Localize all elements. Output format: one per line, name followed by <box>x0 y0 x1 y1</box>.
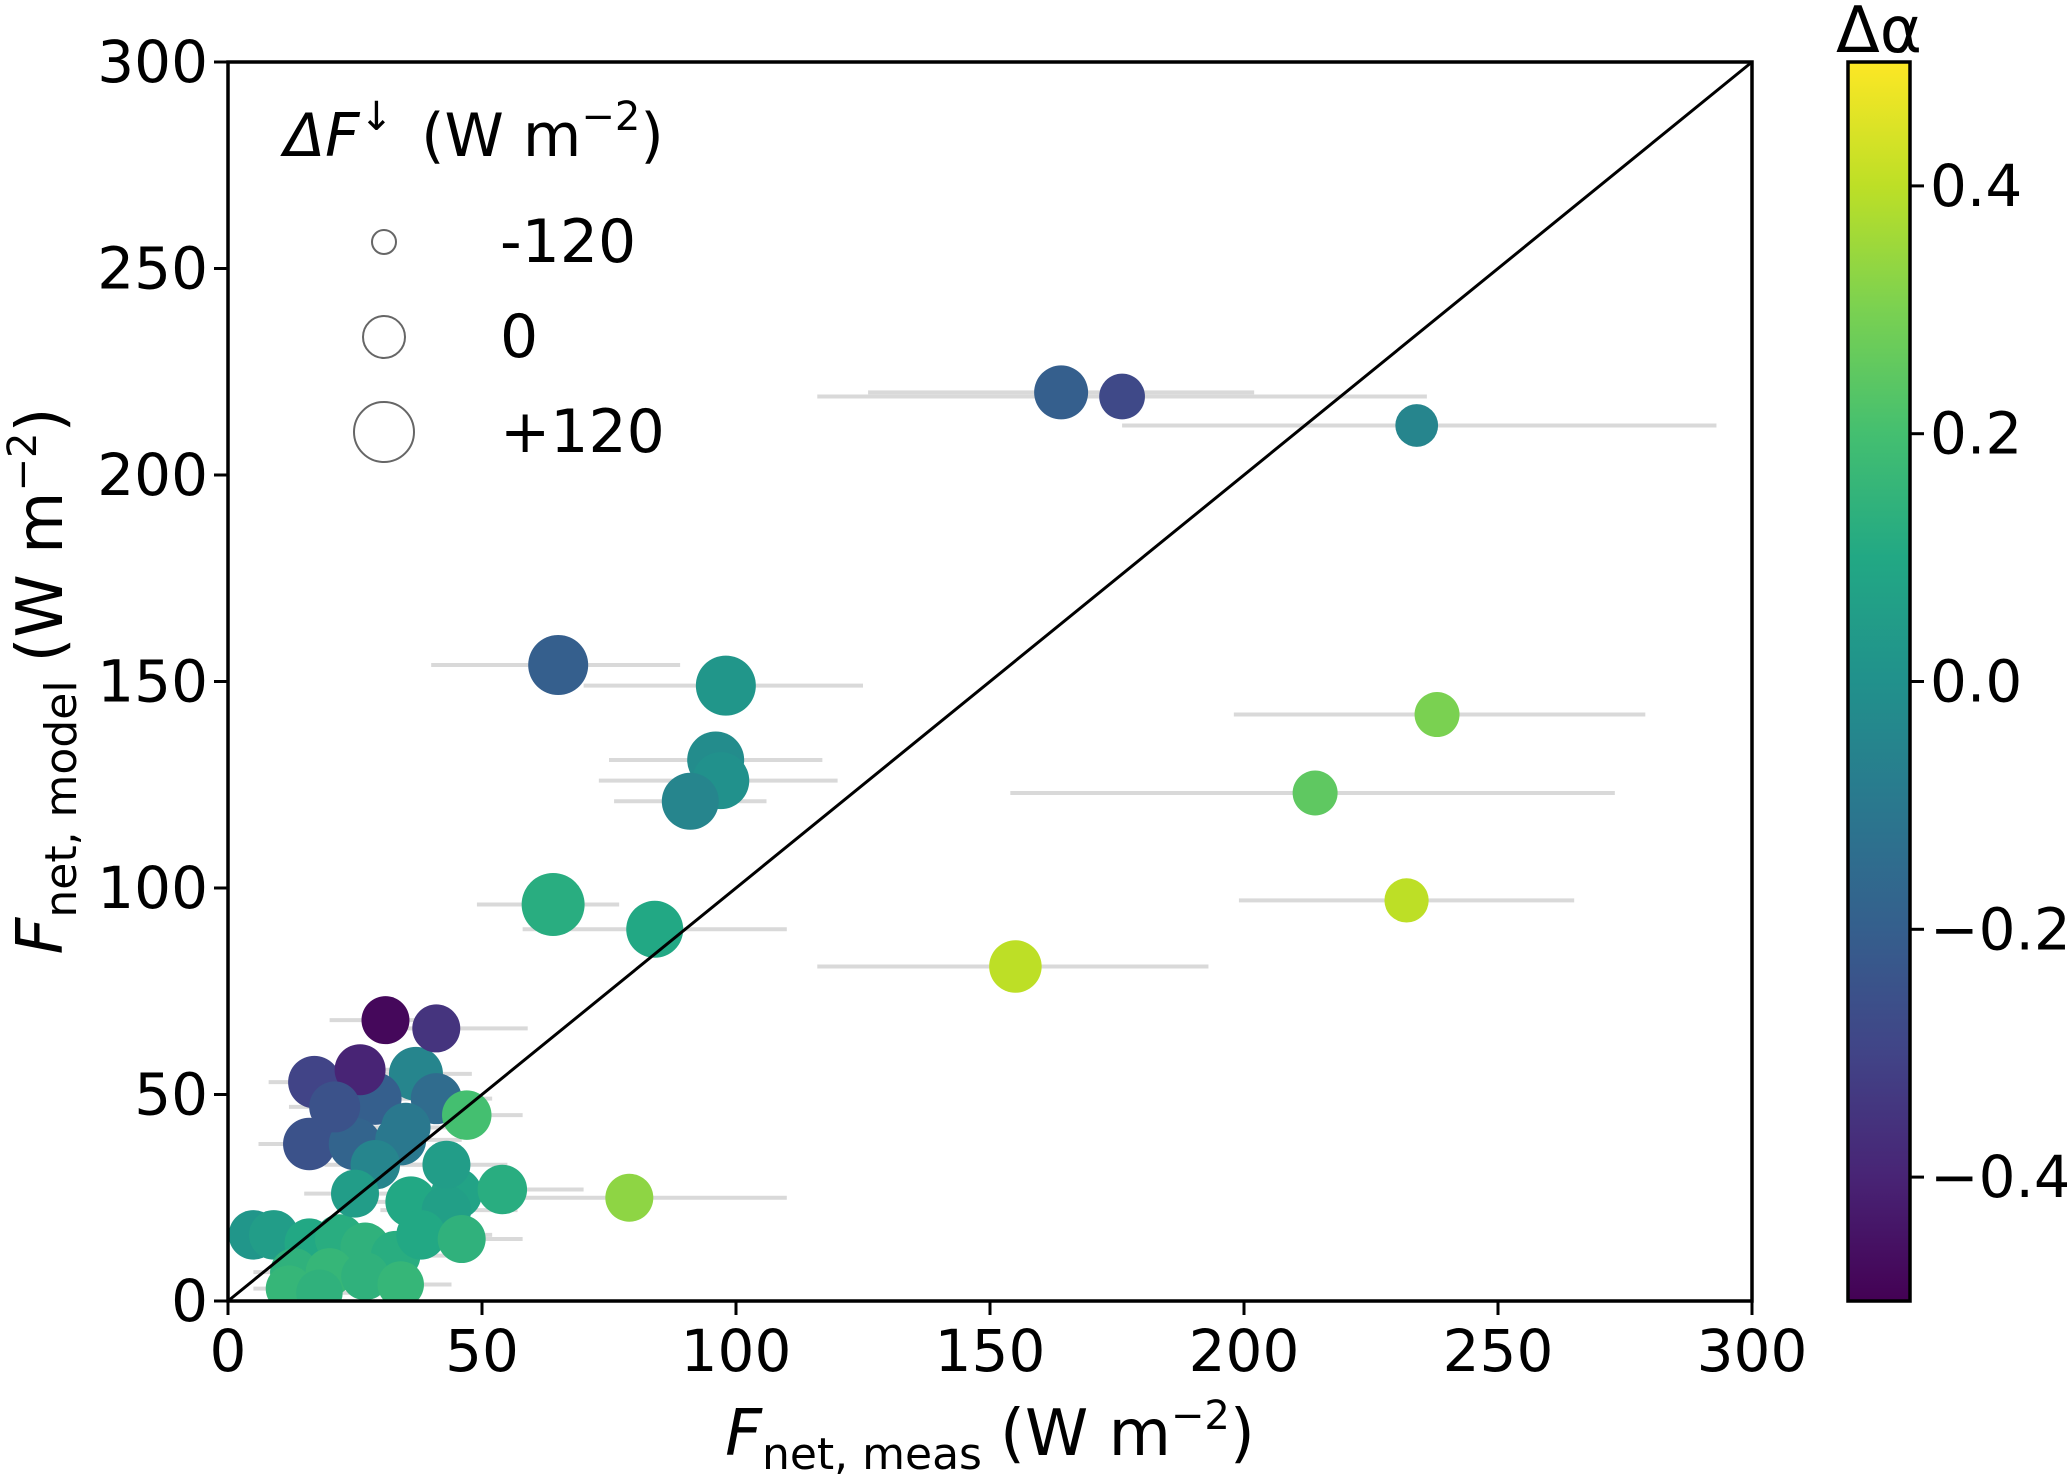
data-point <box>361 996 410 1045</box>
data-point <box>442 1090 492 1140</box>
x-tick-label: 200 <box>1189 1317 1300 1385</box>
data-point <box>412 1004 461 1053</box>
data-point <box>695 655 756 716</box>
x-tick-label: 50 <box>445 1317 519 1385</box>
data-point <box>1414 692 1460 738</box>
markers <box>228 365 1460 1301</box>
size-legend-marker <box>371 229 397 255</box>
data-point <box>381 1102 431 1153</box>
size-legend-label: 0 <box>500 302 538 372</box>
data-point <box>283 1117 336 1171</box>
data-point <box>309 1081 361 1133</box>
data-point <box>437 1215 486 1264</box>
size-legend-label: +120 <box>500 397 665 467</box>
x-tick-label: 100 <box>681 1317 792 1385</box>
data-point <box>1099 373 1145 420</box>
x-tick-label: 250 <box>1443 1317 1554 1385</box>
data-point <box>1384 878 1429 923</box>
x-tick-label: 0 <box>210 1317 247 1385</box>
one-to-one-line <box>227 60 1753 1303</box>
data-point <box>1034 365 1089 420</box>
data-point <box>605 1173 654 1222</box>
data-point <box>626 900 684 958</box>
x-tick-label: 150 <box>935 1317 1046 1385</box>
x-axis-ticks: 0 50 100 150 200 250 300 <box>210 1301 1808 1385</box>
colorbar-bar <box>1846 60 1912 1303</box>
colorbar: Δα −0.4 −0.2 0.0 0.2 0.4 <box>1836 0 2067 1303</box>
y-tick-label: 100 <box>97 854 208 922</box>
data-point <box>989 940 1042 993</box>
y-axis-ticks: 0 50 100 150 200 250 300 <box>97 28 228 1335</box>
y-tick-label: 200 <box>97 441 208 509</box>
size-legend-marker <box>362 315 406 359</box>
y-axis-label: Fnet, model(W m−2) <box>0 408 87 955</box>
colorbar-tick-label: −0.2 <box>1930 895 2067 963</box>
colorbar-title: Δα <box>1836 0 1922 68</box>
y-tick-label: 150 <box>97 648 208 716</box>
y-tick-label: 0 <box>171 1267 208 1335</box>
data-point <box>1395 404 1439 447</box>
data-point <box>1292 770 1338 816</box>
data-point <box>528 634 589 695</box>
colorbar-ticks: −0.4 −0.2 0.0 0.2 0.4 <box>1910 152 2067 1211</box>
size-legend-label: -120 <box>500 207 636 277</box>
data-point <box>296 1269 343 1301</box>
size-legend-entries: -120 0 +120 <box>353 207 665 467</box>
x-tick-label: 300 <box>1697 1317 1808 1385</box>
y-tick-label: 50 <box>134 1061 208 1129</box>
y-tick-label: 250 <box>97 235 208 303</box>
data-point <box>334 1044 386 1096</box>
data-point <box>521 873 585 937</box>
colorbar-tick-label: 0.4 <box>1930 152 2022 220</box>
data-point <box>396 1210 446 1260</box>
data-point <box>661 772 719 830</box>
size-legend: ΔF↓ (W m−2) -120 0 +120 <box>280 94 665 467</box>
data-point <box>377 1261 424 1301</box>
size-legend-marker <box>353 401 415 463</box>
size-legend-title: ΔF↓ (W m−2) <box>280 94 664 171</box>
y-tick-label: 300 <box>97 28 208 96</box>
colorbar-tick-label: 0.2 <box>1930 400 2022 468</box>
colorbar-tick-label: 0.0 <box>1930 648 2022 716</box>
data-point <box>422 1140 471 1189</box>
colorbar-tick-label: −0.4 <box>1930 1143 2067 1211</box>
x-axis-label: Fnet, meas (W m−2) <box>725 1393 1255 1475</box>
data-point <box>477 1164 528 1215</box>
data-point <box>341 1252 390 1301</box>
